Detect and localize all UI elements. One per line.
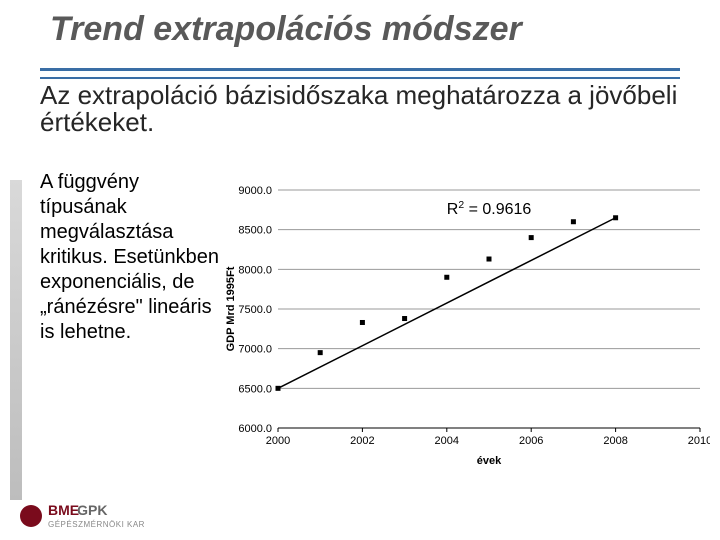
gdp-chart: 6000.0 6500.0 7000.0 7500.0 8000.0 8500.0 9000… [220,180,710,470]
x-tick-label: 2010 [688,435,710,447]
data-point [613,215,618,220]
data-point [571,219,576,224]
logo-text-1: BME [48,502,79,518]
x-tick-label: 2004 [435,435,459,447]
data-point [276,386,281,391]
title-rule [40,68,680,79]
y-tick-label: 9000.0 [238,185,272,197]
logo-text-2: GPK [77,502,107,518]
data-point [318,350,323,355]
data-point [529,235,534,240]
y-tick-label: 6500.0 [238,383,272,395]
x-tick-label: 2000 [266,435,290,447]
side-stripe [10,180,22,500]
y-tick-label: 7500.0 [238,304,272,316]
slide-subtitle: Az extrapoláció bázisidőszaka meghatároz… [40,82,680,137]
slide: Trend extrapolációs módszer Az extrapolá… [0,0,720,540]
logo-badge-icon [20,505,42,527]
y-tick-label: 8000.0 [238,264,272,276]
body-text: A függvény típusának megválasztása kriti… [40,170,220,345]
y-tick-label: 6000.0 [238,423,272,435]
x-axis-label: évek [477,455,502,467]
data-point [360,320,365,325]
y-tick-label: 8500.0 [238,225,272,237]
x-tick-label: 2006 [519,435,543,447]
footer-logo: BMEGPK GÉPÉSZMÉRNÖKI KAR [20,502,145,530]
x-tick-label: 2008 [603,435,627,447]
y-tick-label: 7000.0 [238,344,272,356]
data-point [402,316,407,321]
slide-title: Trend extrapolációs módszer [50,10,690,49]
x-tick-label: 2002 [350,435,374,447]
logo-subtext: GÉPÉSZMÉRNÖKI KAR [48,520,145,529]
y-axis-label: GDP Mrd 1995Ft [225,266,237,351]
data-point [444,275,449,280]
data-point [487,257,492,262]
